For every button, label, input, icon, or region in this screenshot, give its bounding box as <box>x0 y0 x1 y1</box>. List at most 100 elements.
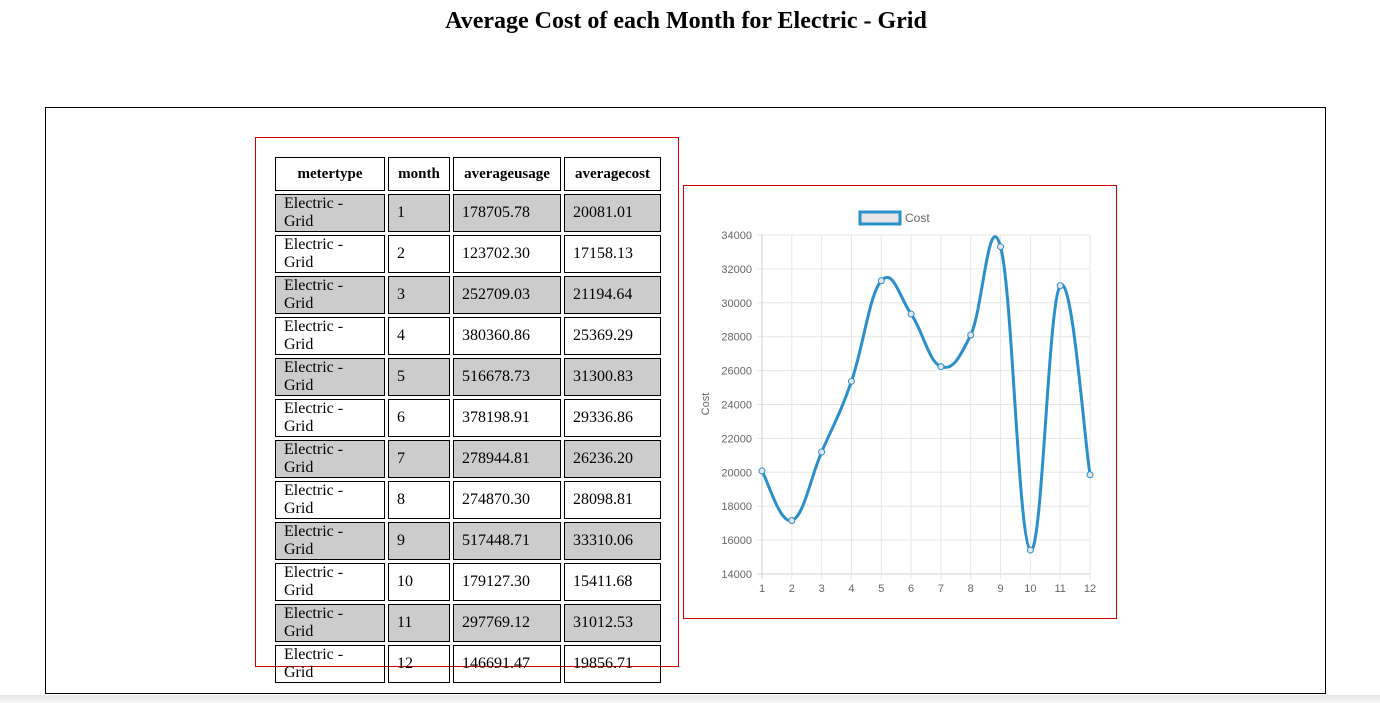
x-tick-label: 2 <box>789 583 795 595</box>
x-tick-label: 10 <box>1024 583 1036 595</box>
cell-metertype: Electric - Grid <box>275 645 385 683</box>
cell-month: 3 <box>388 276 450 314</box>
legend-swatch[interactable] <box>858 210 902 226</box>
cost-data-point[interactable] <box>967 331 975 339</box>
cost-data-point[interactable] <box>818 448 826 456</box>
table-body: Electric - Grid 1 178705.78 20081.01 Electri… <box>275 194 661 683</box>
table-row: Electric - Grid 8 274870.30 28098.81 <box>275 481 661 519</box>
cell-metertype: Electric - Grid <box>275 522 385 560</box>
table-row: Electric - Grid 9 517448.71 33310.06 <box>275 522 661 560</box>
cell-averageusage: 178705.78 <box>453 194 561 232</box>
cell-averageusage: 378198.91 <box>453 399 561 437</box>
cost-line-chart: 14000 16000 18000 20000 22000 24000 26000 28000… <box>700 210 1096 595</box>
table-row: Electric - Grid 3 252709.03 21194.64 <box>275 276 661 314</box>
cell-metertype: Electric - Grid <box>275 235 385 273</box>
data-table: metertype month averageusage averagecost… <box>272 154 664 686</box>
cost-data-point[interactable] <box>847 377 855 385</box>
x-tick-label: 12 <box>1084 583 1096 595</box>
x-tick-label: 5 <box>878 583 884 595</box>
cell-month: 7 <box>388 440 450 478</box>
cell-month: 10 <box>388 563 450 601</box>
cell-averageusage: 516678.73 <box>453 358 561 396</box>
cell-averagecost: 17158.13 <box>564 235 661 273</box>
y-tick-label: 20000 <box>721 467 752 479</box>
cost-data-point[interactable] <box>937 363 945 371</box>
y-tick-label: 18000 <box>721 501 752 513</box>
table-row: Electric - Grid 5 516678.73 31300.83 <box>275 358 661 396</box>
cell-averagecost: 29336.86 <box>564 399 661 437</box>
x-tick-label: 1 <box>759 583 765 595</box>
chart-series <box>758 235 1094 554</box>
cell-averagecost: 20081.01 <box>564 194 661 232</box>
table-row: Electric - Grid 7 278944.81 26236.20 <box>275 440 661 478</box>
cost-data-point[interactable] <box>997 243 1005 251</box>
x-tick-label: 8 <box>968 583 974 595</box>
table-row: Electric - Grid 10 179127.30 15411.68 <box>275 563 661 601</box>
x-tick-label: 7 <box>938 583 944 595</box>
chart-grid <box>757 234 1091 579</box>
legend-label[interactable]: Cost <box>905 211 930 225</box>
cell-averagecost: 31300.83 <box>564 358 661 396</box>
cost-data-point[interactable] <box>758 467 766 475</box>
page-title: Average Cost of each Month for Electric … <box>445 8 927 34</box>
x-tick-label: 3 <box>819 583 825 595</box>
cell-metertype: Electric - Grid <box>275 440 385 478</box>
cell-averageusage: 380360.86 <box>453 317 561 355</box>
x-tick-label: 6 <box>908 583 914 595</box>
header-metertype: metertype <box>275 157 385 191</box>
cell-averageusage: 297769.12 <box>453 604 561 642</box>
chart-axes: 14000 16000 18000 20000 22000 24000 26000 28000… <box>721 230 1096 595</box>
cell-metertype: Electric - Grid <box>275 481 385 519</box>
cell-averageusage: 146691.47 <box>453 645 561 683</box>
cost-data-point[interactable] <box>877 277 885 285</box>
cell-month: 1 <box>388 194 450 232</box>
y-tick-label: 26000 <box>721 366 752 378</box>
cell-averagecost: 28098.81 <box>564 481 661 519</box>
cell-averagecost: 26236.20 <box>564 440 661 478</box>
cell-month: 9 <box>388 522 450 560</box>
cell-month: 12 <box>388 645 450 683</box>
cell-month: 6 <box>388 399 450 437</box>
cell-averagecost: 25369.29 <box>564 317 661 355</box>
cell-averagecost: 19856.71 <box>564 645 661 683</box>
table-row: Electric - Grid 2 123702.30 17158.13 <box>275 235 661 273</box>
x-tick-label: 9 <box>997 583 1003 595</box>
cost-data-point[interactable] <box>1086 471 1094 479</box>
cell-averageusage: 517448.71 <box>453 522 561 560</box>
x-tick-label: 4 <box>848 583 854 595</box>
content-frame <box>45 107 1326 694</box>
cell-metertype: Electric - Grid <box>275 358 385 396</box>
cell-averageusage: 252709.03 <box>453 276 561 314</box>
cell-averagecost: 31012.53 <box>564 604 661 642</box>
cell-month: 4 <box>388 317 450 355</box>
cell-averagecost: 33310.06 <box>564 522 661 560</box>
cell-metertype: Electric - Grid <box>275 563 385 601</box>
table-panel: metertype month averageusage averagecost… <box>255 137 679 683</box>
cell-averagecost: 15411.68 <box>564 563 661 601</box>
x-tick-label: 11 <box>1054 583 1065 595</box>
table-row: Electric - Grid 1 178705.78 20081.01 <box>275 194 661 232</box>
y-tick-label: 22000 <box>721 433 752 445</box>
y-tick-label: 24000 <box>721 400 752 412</box>
chart-legend[interactable]: Cost <box>858 210 930 226</box>
cell-averagecost: 21194.64 <box>564 276 661 314</box>
cell-month: 2 <box>388 235 450 273</box>
table-row: Electric - Grid 11 297769.12 31012.53 <box>275 604 661 642</box>
cell-averageusage: 278944.81 <box>453 440 561 478</box>
cell-metertype: Electric - Grid <box>275 194 385 232</box>
cell-month: 8 <box>388 481 450 519</box>
cell-month: 11 <box>388 604 450 642</box>
cell-metertype: Electric - Grid <box>275 399 385 437</box>
cost-data-point[interactable] <box>1026 546 1034 554</box>
header-averageusage: averageusage <box>453 157 561 191</box>
y-tick-label: 28000 <box>721 332 752 344</box>
cost-data-point[interactable] <box>907 310 915 318</box>
cell-metertype: Electric - Grid <box>275 317 385 355</box>
y-tick-label: 32000 <box>721 264 752 276</box>
cost-data-point[interactable] <box>788 516 796 524</box>
cell-averageusage: 274870.30 <box>453 481 561 519</box>
cost-series-line <box>760 235 1092 552</box>
cell-month: 5 <box>388 358 450 396</box>
bottom-scroll-shadow <box>0 695 1380 703</box>
cost-data-point[interactable] <box>1056 282 1064 290</box>
